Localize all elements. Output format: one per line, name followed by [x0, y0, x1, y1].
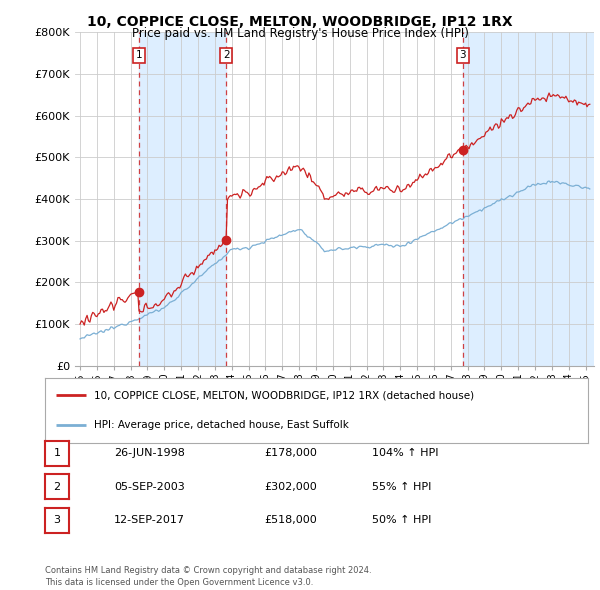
Bar — [463, 32, 594, 366]
Text: 10, COPPICE CLOSE, MELTON, WOODBRIDGE, IP12 1RX (detached house): 10, COPPICE CLOSE, MELTON, WOODBRIDGE, I… — [94, 390, 474, 400]
Text: 3: 3 — [460, 50, 466, 60]
Text: £518,000: £518,000 — [264, 516, 317, 525]
Text: 2: 2 — [223, 50, 230, 60]
Text: £302,000: £302,000 — [264, 482, 317, 491]
Text: 10, COPPICE CLOSE, MELTON, WOODBRIDGE, IP12 1RX: 10, COPPICE CLOSE, MELTON, WOODBRIDGE, I… — [87, 15, 513, 30]
Bar — [139, 32, 226, 366]
Text: Contains HM Land Registry data © Crown copyright and database right 2024.
This d: Contains HM Land Registry data © Crown c… — [45, 566, 371, 587]
Text: HPI: Average price, detached house, East Suffolk: HPI: Average price, detached house, East… — [94, 420, 349, 430]
Text: Price paid vs. HM Land Registry's House Price Index (HPI): Price paid vs. HM Land Registry's House … — [131, 27, 469, 40]
Text: 05-SEP-2003: 05-SEP-2003 — [114, 482, 185, 491]
Text: £178,000: £178,000 — [264, 448, 317, 458]
Text: 26-JUN-1998: 26-JUN-1998 — [114, 448, 185, 458]
Text: 104% ↑ HPI: 104% ↑ HPI — [372, 448, 439, 458]
Text: 50% ↑ HPI: 50% ↑ HPI — [372, 516, 431, 525]
Text: 12-SEP-2017: 12-SEP-2017 — [114, 516, 185, 525]
Text: 1: 1 — [136, 50, 142, 60]
Text: 1: 1 — [53, 448, 61, 458]
Text: 55% ↑ HPI: 55% ↑ HPI — [372, 482, 431, 491]
Text: 2: 2 — [53, 482, 61, 491]
Text: 3: 3 — [53, 516, 61, 525]
